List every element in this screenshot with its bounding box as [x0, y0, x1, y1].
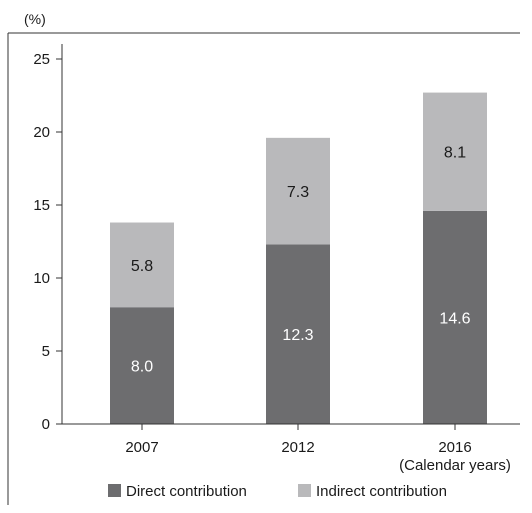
- y-tick-label: 5: [42, 343, 50, 360]
- x-tick-label: 2012: [281, 439, 314, 456]
- legend-label: Direct contribution: [126, 483, 247, 500]
- x-axis-label: (Calendar years): [399, 457, 511, 474]
- y-tick-label: 20: [33, 124, 50, 141]
- y-tick-label: 0: [42, 416, 50, 433]
- x-tick-label: 2007: [125, 439, 158, 456]
- data-label: 8.0: [131, 359, 153, 376]
- data-label: 8.1: [444, 145, 466, 162]
- y-tick-label: 10: [33, 270, 50, 287]
- data-label: 5.8: [131, 258, 153, 275]
- y-tick-label: 15: [33, 197, 50, 214]
- data-label: 14.6: [439, 310, 470, 327]
- legend-label: Indirect contribution: [316, 483, 447, 500]
- legend-swatch: [108, 484, 121, 497]
- data-label: 7.3: [287, 184, 309, 201]
- y-tick-label: 25: [33, 51, 50, 68]
- legend-swatch: [298, 484, 311, 497]
- x-tick-label: 2016: [438, 439, 471, 456]
- y-axis-label: (%): [24, 11, 46, 27]
- data-label: 12.3: [282, 327, 313, 344]
